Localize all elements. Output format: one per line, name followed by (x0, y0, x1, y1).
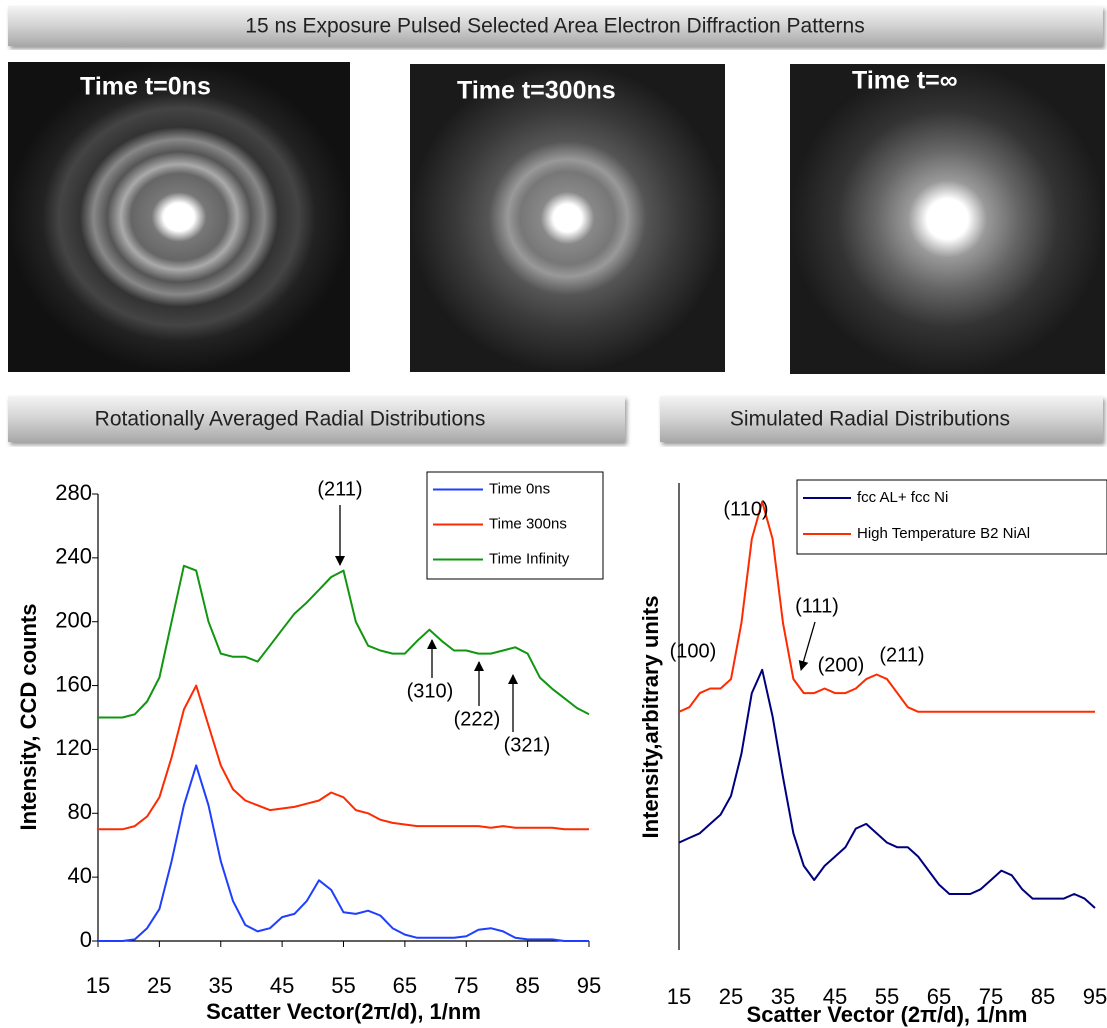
x-axis-title: Scatter Vector (2π/d), 1/nm (747, 1002, 1028, 1027)
image-label: Time t=0ns (80, 73, 211, 101)
diffraction-image (790, 64, 1105, 374)
x-tick-label: 65 (393, 973, 417, 998)
x-tick-label: 75 (454, 973, 478, 998)
header-title: 15 ns Exposure Pulsed Selected Area Elec… (245, 15, 864, 38)
y-tick-label: 40 (68, 863, 92, 888)
y-tick-label: 240 (55, 544, 92, 569)
x-tick-label: 55 (875, 984, 899, 1009)
banner (8, 6, 1103, 46)
series-line (98, 684, 589, 831)
y-tick-label: 200 (55, 608, 92, 633)
x-tick-label: 35 (771, 984, 795, 1009)
banner (8, 396, 625, 442)
annotation: (100) (670, 640, 717, 662)
y-axis-title: Intensity,arbitrary units (638, 596, 663, 839)
y-tick-label: 280 (55, 480, 92, 505)
x-tick-label: 35 (209, 973, 233, 998)
series-line (98, 764, 589, 942)
annotation: (211) (879, 644, 924, 666)
legend-label: Time 300ns (489, 515, 567, 532)
section-title: Simulated Radial Distributions (730, 408, 1010, 431)
x-tick-label: 25 (147, 973, 171, 998)
annotation: (211) (317, 478, 362, 500)
annotation: (110) (723, 498, 768, 520)
annotation: (321) (504, 734, 551, 756)
legend-label: Time Infinity (489, 550, 570, 567)
x-tick-label: 55 (331, 973, 355, 998)
x-tick-label: 15 (667, 984, 691, 1009)
y-tick-label: 120 (55, 735, 92, 760)
series-line (98, 564, 590, 719)
section-title: Rotationally Averaged Radial Distributio… (95, 408, 486, 431)
annotation: (111) (795, 595, 839, 617)
y-axis-title: Intensity, CCD counts (16, 604, 41, 831)
x-tick-label: 75 (979, 984, 1003, 1009)
x-tick-label: 65 (927, 984, 951, 1009)
image-label: Time t=∞ (852, 67, 958, 95)
x-tick-label: 45 (823, 984, 847, 1009)
y-tick-label: 0 (80, 927, 92, 952)
legend-label: High Temperature B2 NiAl (857, 525, 1030, 542)
legend-label: fcc AL+ fcc Ni (857, 489, 948, 506)
image-label: Time t=300ns (457, 77, 616, 105)
y-tick-label: 160 (55, 671, 92, 696)
x-tick-label: 95 (577, 973, 601, 998)
annotation-arrow (798, 621, 816, 671)
y-tick-label: 80 (68, 799, 92, 824)
x-tick-label: 95 (1083, 984, 1107, 1009)
annotation: (222) (454, 708, 501, 730)
x-tick-label: 85 (515, 973, 539, 998)
x-tick-label: 45 (270, 973, 294, 998)
diffraction-image (410, 64, 725, 372)
diffraction-image (8, 62, 350, 372)
x-tick-label: 25 (719, 984, 743, 1009)
x-tick-label: 85 (1031, 984, 1055, 1009)
banner (660, 396, 1103, 442)
series-line (679, 668, 1096, 909)
annotation: (200) (818, 654, 865, 676)
series-line (679, 500, 1095, 713)
legend-label: Time 0ns (489, 480, 550, 497)
annotation: (310) (407, 680, 454, 702)
x-tick-label: 15 (86, 973, 110, 998)
legend-box (796, 479, 1107, 555)
x-axis-title: Scatter Vector(2π/d), 1/nm (206, 999, 481, 1024)
